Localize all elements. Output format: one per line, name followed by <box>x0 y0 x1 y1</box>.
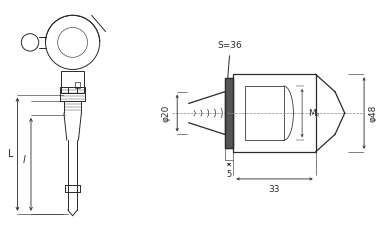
Bar <box>224 78 233 148</box>
Bar <box>61 71 84 93</box>
Text: Mₒ: Mₒ <box>308 109 320 118</box>
Text: l: l <box>23 155 26 164</box>
Bar <box>233 74 316 152</box>
Bar <box>245 86 284 140</box>
Bar <box>224 78 233 148</box>
Text: L: L <box>8 149 14 159</box>
Text: φ48: φ48 <box>369 104 376 122</box>
Text: S=36: S=36 <box>218 41 243 78</box>
Text: 5: 5 <box>226 170 232 179</box>
Bar <box>74 82 80 88</box>
Text: 33: 33 <box>269 185 280 194</box>
Text: φ20: φ20 <box>161 104 170 122</box>
